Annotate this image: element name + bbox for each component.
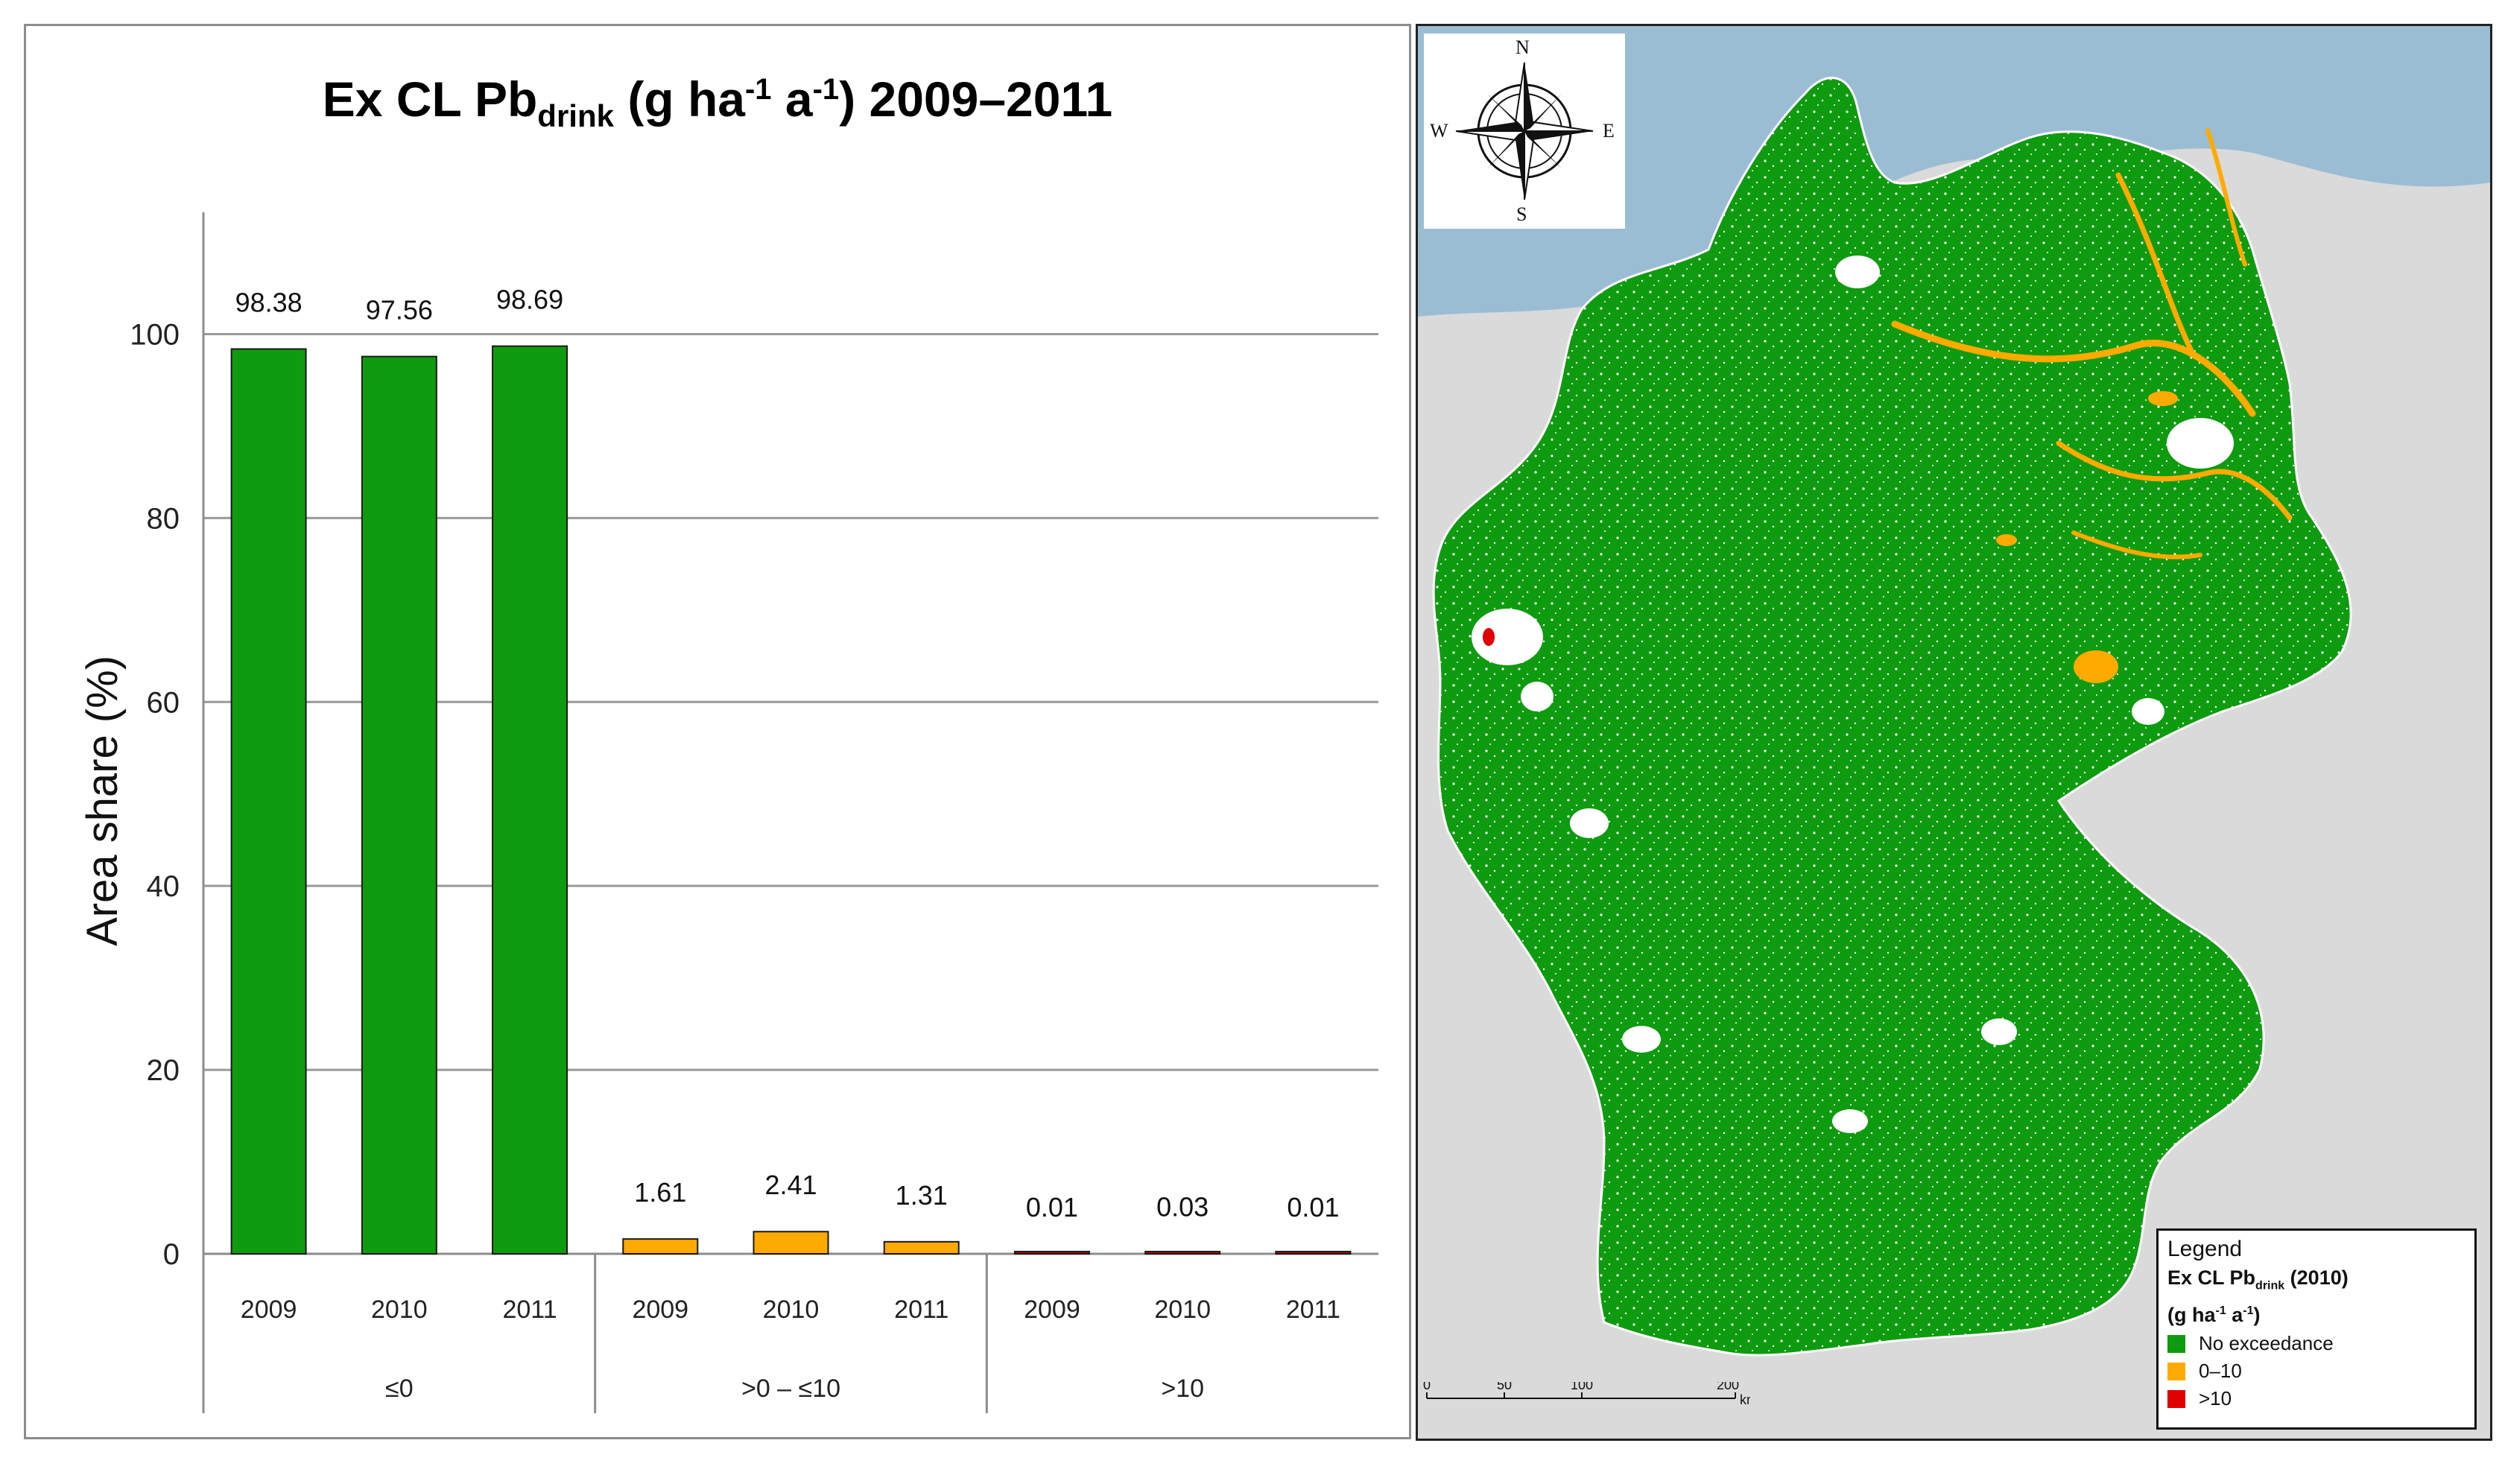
bar [492, 345, 569, 1255]
germany-land [1432, 77, 2352, 1357]
chart-title-unit-open: (g ha [613, 72, 745, 127]
chart-title-sup2: -1 [812, 73, 840, 106]
x-tick-label: 2010 [1154, 1296, 1211, 1324]
x-tick-label: 2009 [1024, 1296, 1080, 1324]
compass-icon [1455, 62, 1594, 200]
x-tick-label: 2009 [241, 1296, 297, 1324]
scale-bar: 0 50 100 200 km [1423, 1382, 1750, 1407]
chart-title-suffix: ) 2009–2011 [839, 72, 1113, 127]
chart-title-prefix: Ex CL Pb [322, 72, 538, 127]
bar-value-label: 1.61 [634, 1177, 686, 1208]
x-tick-label: 2009 [632, 1296, 688, 1324]
legend-label-gt10: >10 [2199, 1387, 2232, 1410]
chart-title-subscript: drink [537, 98, 614, 134]
legend-unit-open: (g ha [2167, 1304, 2216, 1327]
group-label: ≤0 [385, 1374, 414, 1403]
legend-unit-mid: a [2226, 1304, 2243, 1327]
chart-title-unit-mid: a [771, 72, 813, 127]
legend-unit-close: ) [2253, 1304, 2261, 1327]
group-label: >10 [1161, 1374, 1204, 1403]
label-layer: 0 20 40 60 80 100 98.38 2009 97.56 2010 98.69 2011 ≤… [130, 285, 1340, 1403]
compass-south: S [1516, 203, 1527, 225]
y-tick-label: 40 [147, 870, 180, 903]
germany-map [1418, 26, 2490, 1439]
x-tick-label: 2011 [894, 1296, 948, 1324]
urban-areas [1472, 256, 2234, 1133]
x-tick-label: 2011 [1286, 1296, 1340, 1324]
scale-tick-50: 50 [1497, 1382, 1512, 1392]
red-exceedance-spot [1483, 628, 1495, 646]
map-panel: N S E W 0 50 100 200 km Legend Ex CL Pbd… [1416, 24, 2492, 1441]
legend-item-no-exceedance: No exceedance [2167, 1332, 2465, 1355]
legend-heading: Ex CL Pbdrink (2010) (g ha-1 a-1) [2167, 1265, 2465, 1328]
legend-unit-sup1: -1 [2215, 1304, 2226, 1318]
bar [622, 1238, 699, 1255]
legend-item-gt10: >10 [2167, 1387, 2465, 1410]
y-axis-label: Area share (%) [78, 656, 127, 946]
hotspot-layer [1891, 128, 2293, 683]
legend-swatch-red [2167, 1389, 2185, 1408]
y-tick-label: 100 [130, 318, 180, 351]
bar-layer [230, 345, 1352, 1255]
scale-tick-100: 100 [1571, 1382, 1593, 1392]
legend-label-0-10: 0–10 [2199, 1360, 2242, 1383]
x-tick-label: 2011 [502, 1296, 557, 1324]
bar-value-label: 97.56 [366, 295, 433, 326]
bar-chart: 0 20 40 60 80 100 98.38 2009 97.56 2010 98.69 2011 ≤… [78, 212, 1378, 1413]
bar [883, 1240, 960, 1255]
legend-item-0-10: 0–10 [2167, 1360, 2465, 1383]
legend-swatch-orange [2167, 1362, 2185, 1380]
compass-rose: N S E W [1424, 34, 1625, 229]
bar-value-label: 0.01 [1026, 1192, 1078, 1223]
compass-east: E [1603, 120, 1615, 142]
legend-label-no-exceedance: No exceedance [2199, 1332, 2334, 1355]
legend-title: Legend [2167, 1237, 2243, 1261]
y-tick-label: 80 [147, 502, 180, 535]
legend-heading-sub: drink [2255, 1279, 2285, 1293]
scale-unit: km [1740, 1392, 1750, 1407]
legend-swatch-green [2167, 1334, 2185, 1353]
scale-tick-0: 0 [1423, 1382, 1431, 1392]
bar-value-label: 2.41 [764, 1170, 817, 1200]
bar-value-label: 98.69 [496, 285, 563, 315]
bar-value-label: 98.38 [235, 287, 303, 317]
y-tick-label: 60 [147, 686, 180, 719]
bar-value-label: 0.01 [1287, 1192, 1339, 1223]
sea-area [1418, 26, 2490, 317]
bar [230, 348, 307, 1255]
bar [361, 355, 437, 1255]
chart-title: Ex CL Pbdrink (g ha-1 a-1) 2009–2011 [26, 71, 1409, 134]
scale-tick-200: 200 [1717, 1382, 1739, 1392]
bar [1144, 1251, 1221, 1255]
x-tick-label: 2010 [371, 1296, 428, 1324]
y-tick-label: 0 [163, 1238, 180, 1271]
bar [1275, 1251, 1352, 1255]
bar-value-label: 1.31 [896, 1180, 948, 1211]
legend-heading-suffix: (2010) [2284, 1266, 2349, 1289]
x-tick-label: 2010 [763, 1296, 820, 1324]
compass-north: N [1516, 37, 1530, 58]
bar [1013, 1251, 1090, 1255]
map-legend: Legend Ex CL Pbdrink (2010) (g ha-1 a-1)… [2156, 1228, 2477, 1430]
legend-unit-sup2: -1 [2243, 1304, 2254, 1318]
bar-value-label: 0.03 [1156, 1192, 1209, 1223]
legend-heading-prefix: Ex CL Pb [2167, 1266, 2256, 1289]
group-label: >0 – ≤10 [741, 1374, 840, 1403]
y-tick-label: 20 [147, 1054, 180, 1087]
chart-panel: Ex CL Pbdrink (g ha-1 a-1) 2009–2011 0 20… [24, 24, 1411, 1439]
bar [753, 1231, 829, 1255]
compass-west: W [1430, 120, 1448, 142]
chart-title-sup1: -1 [744, 73, 772, 106]
